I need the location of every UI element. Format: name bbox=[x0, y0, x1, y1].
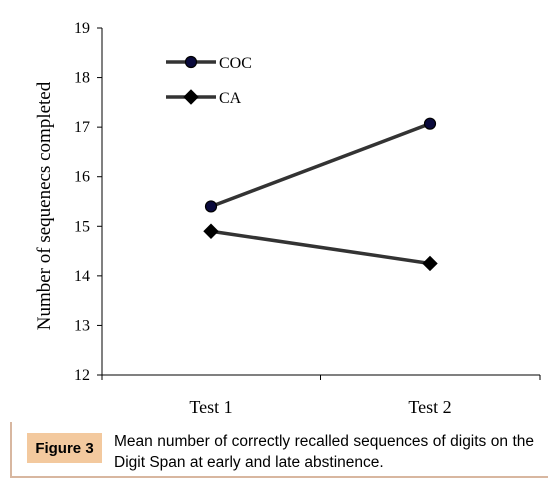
series-line-ca bbox=[210, 229, 431, 266]
y-axis-ticks: 12 13 14 15 16 17 18 19 bbox=[74, 20, 102, 384]
data-point-coc bbox=[423, 117, 437, 130]
y-tick-label: 12 bbox=[74, 367, 90, 384]
y-tick-label: 15 bbox=[74, 218, 90, 235]
figure-label-badge: Figure 3 bbox=[27, 433, 102, 463]
caption-border-left bbox=[10, 422, 12, 476]
data-point-ca bbox=[422, 255, 438, 272]
y-tick-label: 19 bbox=[74, 20, 90, 37]
caption-text: Mean number of correctly recalled sequen… bbox=[114, 433, 534, 471]
legend-marker bbox=[184, 55, 198, 69]
legend-entry-coc: COC bbox=[166, 55, 252, 72]
x-axis-ticks: Test 1 Test 2 bbox=[101, 375, 541, 417]
y-tick-label: 16 bbox=[74, 169, 90, 186]
data-point-coc bbox=[204, 200, 218, 213]
series-line-coc bbox=[210, 122, 431, 209]
data-point-ca bbox=[203, 223, 219, 239]
series-ca bbox=[203, 223, 438, 272]
legend-marker bbox=[183, 89, 199, 105]
caption-border-bottom bbox=[10, 476, 548, 478]
y-tick-label: 13 bbox=[74, 317, 90, 334]
y-axis-title: Number of sequenecs completed bbox=[34, 81, 55, 330]
legend-label: COC bbox=[219, 55, 252, 72]
y-tick-label: 14 bbox=[74, 268, 90, 285]
legend-label: CA bbox=[219, 90, 242, 107]
line-chart: 12 13 14 15 16 17 18 19 Test 1 Test 2 Number of … bbox=[34, 20, 541, 417]
x-tick-label: Test 2 bbox=[408, 397, 451, 417]
y-tick-label: 18 bbox=[74, 70, 90, 87]
y-tick-label: 17 bbox=[74, 119, 90, 136]
series-layer bbox=[203, 117, 438, 272]
figure-caption: Figure 3 Mean number of correctly recall… bbox=[0, 422, 548, 486]
legend-entry-ca: CA bbox=[166, 89, 242, 107]
legend: COC CA bbox=[166, 55, 252, 107]
series-coc bbox=[204, 117, 437, 213]
x-tick-label: Test 1 bbox=[189, 397, 232, 417]
